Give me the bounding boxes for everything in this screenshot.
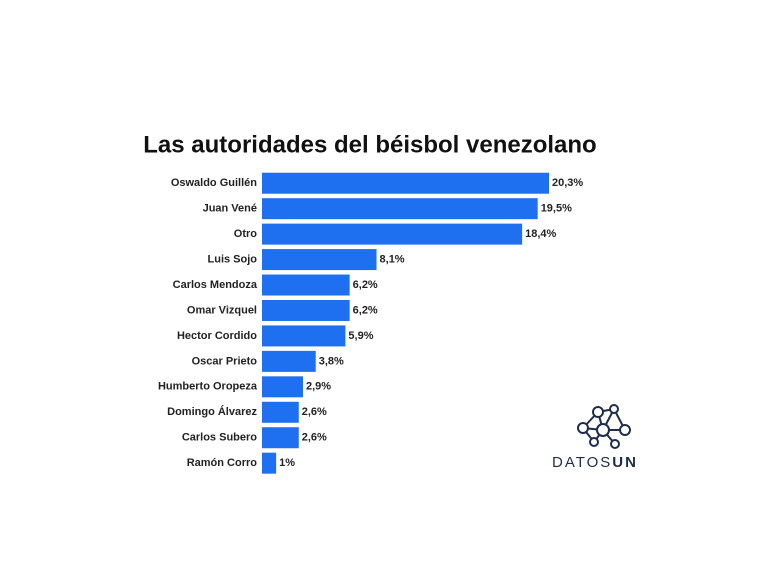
- logo-text-bold: UN: [612, 454, 638, 471]
- chart-title: Las autoridades del béisbol venezolano: [143, 131, 596, 158]
- bar: [262, 376, 303, 398]
- category-label: Humberto Oropeza: [158, 381, 258, 393]
- bar: [262, 172, 549, 194]
- value-label: 3,8%: [319, 355, 344, 367]
- value-label: 2,6%: [302, 406, 327, 418]
- category-label: Otro: [234, 228, 258, 240]
- value-label: 2,6%: [302, 432, 327, 444]
- category-label: Luis Sojo: [208, 253, 258, 265]
- value-label: 5,9%: [348, 330, 373, 342]
- value-label: 19,5%: [541, 203, 572, 215]
- category-label: Ramón Corro: [187, 457, 258, 469]
- value-label: 6,2%: [353, 304, 378, 316]
- category-label: Omar Vizquel: [187, 304, 257, 316]
- logo-text: DATOSUN: [552, 454, 638, 471]
- value-label: 20,3%: [552, 177, 583, 189]
- bar: [262, 325, 346, 347]
- category-label: Carlos Mendoza: [173, 279, 258, 291]
- bar: [262, 274, 350, 296]
- category-label: Oscar Prieto: [192, 355, 258, 367]
- category-label: Carlos Subero: [182, 432, 257, 444]
- bar: [262, 198, 538, 220]
- value-label: 8,1%: [380, 253, 405, 265]
- value-label: 6,2%: [353, 279, 378, 291]
- value-label: 1%: [279, 457, 295, 469]
- bar: [262, 452, 277, 474]
- bar: [262, 401, 299, 423]
- category-label: Domingo Álvarez: [167, 405, 257, 418]
- category-label: Oswaldo Guillén: [171, 177, 257, 189]
- logo-icon: [577, 404, 631, 449]
- bar: [262, 223, 523, 245]
- logo-text-light: DATOS: [552, 454, 612, 471]
- category-label: Juan Vené: [203, 203, 257, 215]
- value-label: 18,4%: [525, 228, 556, 240]
- bar: [262, 299, 350, 321]
- category-label: Hector Cordido: [177, 330, 257, 342]
- bar: [262, 427, 299, 449]
- bar: [262, 350, 316, 372]
- value-label: 2,9%: [306, 381, 331, 393]
- bar: [262, 249, 377, 271]
